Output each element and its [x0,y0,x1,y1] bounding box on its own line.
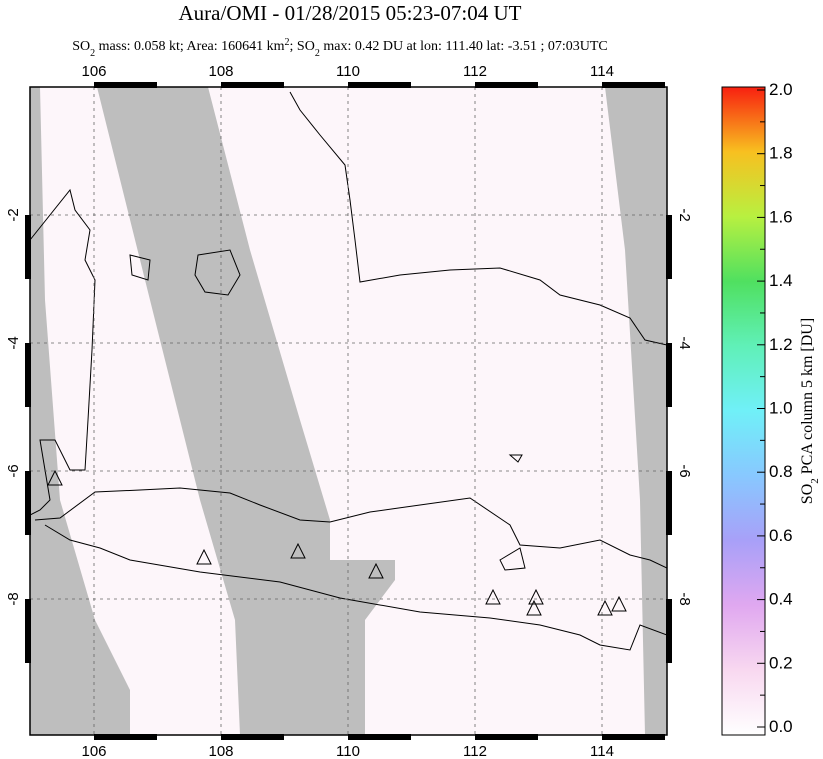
colorbar-tick-label: 0.6 [769,526,793,545]
frame-tick [348,734,411,740]
lon-tick-label: 114 [590,743,614,759]
lat-tick-label: -8 [676,592,693,605]
colorbar-tick-label: 0.0 [769,717,793,736]
lat-tick-label: -6 [676,464,693,477]
colorbar-tick-label: 1.0 [769,399,793,418]
colorbar-label-part: SO [799,484,816,504]
coastline [289,91,667,346]
frame-tick [475,734,538,740]
title: Aura/OMI - 01/28/2015 05:23-07:04 UT [179,1,522,25]
island [194,249,241,296]
colorbar-tick-label: 0.8 [769,462,793,481]
frame-tick [602,82,665,88]
lon-tick-label: 112 [463,743,487,759]
coastline [34,487,667,569]
no-data-swath [605,87,667,735]
subtitle-part: 2 [285,37,290,48]
frame-tick [475,82,538,88]
colorbar-label-part: 2 [809,478,821,484]
no-data-swath [30,87,130,735]
lon-tick-label: 106 [81,63,106,80]
frame-tick [666,599,672,663]
frame-tick [94,734,157,740]
lat-tick-label: -2 [676,208,693,221]
lon-tick-label: 108 [208,743,233,759]
frame-tick [221,734,284,740]
lon-tick-label: 108 [208,63,233,80]
colorbar-label-part: PCA column 5 km [DU] [799,318,816,478]
subtitle: SO2 mass: 0.058 kt; Area: 160641 km2; SO… [72,37,607,59]
colorbar-tick-label: 2.0 [769,80,793,99]
colorbar [721,86,766,736]
frame-tick [666,343,672,407]
colorbar-tick-label: 1.8 [769,144,793,163]
frame-tick [25,215,31,279]
subtitle-part: 2 [315,48,320,59]
colorbar-tick-label: 1.2 [769,335,793,354]
coastline [44,524,667,651]
subtitle-part: ; SO [290,39,315,54]
frame-tick [666,215,672,279]
lat-tick-label: -4 [5,336,22,349]
frame-tick [25,599,31,663]
lat-tick-label: -6 [5,464,22,477]
frame-tick [25,471,31,535]
lon-tick-label: 106 [81,743,106,759]
colorbar-tick-label: 0.4 [769,590,793,609]
frame-tick [221,82,284,88]
frame-tick [666,471,672,535]
lon-tick-label: 114 [590,63,614,80]
frame-tick [94,82,157,88]
island [129,254,526,571]
lat-tick-label: -4 [676,336,693,349]
volcanoes [47,469,627,616]
subtitle-part: max: 0.42 DU at lon: 111.40 lat: -3.51 ;… [320,39,608,54]
colorbar-tick-label: 0.2 [769,653,793,672]
no-data-swath [97,87,395,735]
lat-tick-label: -8 [5,592,22,605]
lon-tick-label: 110 [336,743,360,759]
lat-tick-label: -2 [5,208,22,221]
colorbar-label: SO2 PCA column 5 km [DU] [799,318,821,504]
map [30,87,667,735]
lon-tick-label: 110 [336,63,360,80]
subtitle-part: 2 [90,48,95,59]
frame-tick [25,343,31,407]
subtitle-part: mass: 0.058 kt; Area: 160641 km [95,39,284,54]
frame-tick [348,82,411,88]
lon-tick-label: 112 [463,63,487,80]
frame-tick [602,734,665,740]
subtitle-part: SO [72,39,90,54]
colorbar-tick-label: 1.6 [769,207,793,226]
colorbar-tick-label: 1.4 [769,271,793,290]
